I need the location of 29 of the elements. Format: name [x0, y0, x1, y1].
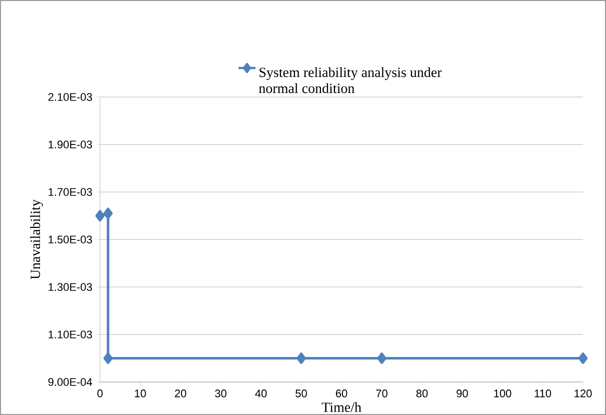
x-tick-label: 30 — [215, 389, 226, 398]
y-tick-label: 1.70E-03 — [48, 188, 92, 196]
x-tick-label: 70 — [376, 389, 388, 398]
x-tick-label: 120 — [574, 389, 592, 398]
y-axis-title: Unavailability — [30, 199, 43, 280]
y-tick-label: 1.90E-03 — [48, 140, 92, 148]
point — [377, 352, 386, 364]
point — [103, 352, 113, 364]
x-tick-label: 60 — [336, 389, 348, 398]
point — [95, 210, 105, 222]
x-tick-label: 20 — [174, 389, 186, 398]
x-tick-label: 50 — [296, 389, 307, 398]
x-tick-label: 10 — [134, 389, 146, 398]
y-tick-label: 1.50E-03 — [48, 235, 92, 244]
x-tick-label: 80 — [416, 389, 428, 398]
y-tick-label: 1.30E-03 — [48, 282, 92, 291]
point — [578, 352, 588, 364]
x-tick-label: 110 — [534, 389, 552, 398]
point — [296, 352, 306, 364]
y-tick-label: 2.10E-03 — [48, 92, 92, 101]
legend-label: System reliability analysis under normal condition — [258, 67, 442, 93]
point — [103, 207, 113, 219]
y-tick-label: 1.10E-03 — [48, 330, 92, 338]
x-axis-title: Time/h — [322, 402, 362, 412]
x-tick-label: 40 — [255, 389, 267, 398]
y-tick-label: 9.00E-04 — [48, 378, 92, 386]
x-tick-label: 0 — [97, 389, 103, 398]
x-tick-label: 90 — [456, 389, 468, 398]
x-tick-label: 100 — [494, 389, 512, 398]
